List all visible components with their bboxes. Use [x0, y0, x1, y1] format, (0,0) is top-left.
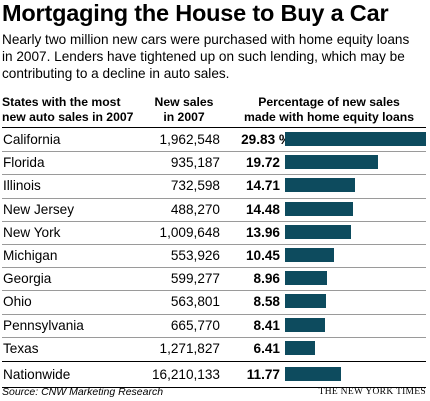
- table-row: California 1,962,548 29.83 %: [0, 128, 430, 151]
- nationwide-divider: [2, 361, 426, 362]
- column-header-percentage-line1: Percentage of new sales: [258, 95, 400, 109]
- percentage-bar: [285, 224, 351, 239]
- new-sales-value: 488,270: [170, 201, 220, 217]
- percentage-bar: [285, 201, 354, 216]
- chart-title: Mortgaging the House to Buy a Car: [2, 0, 389, 26]
- percentage-bar: [285, 178, 355, 193]
- table-row: Michigan 553,926 10.45: [0, 244, 430, 267]
- footer-rule: [2, 387, 426, 389]
- percentage-label: 19.72: [245, 155, 280, 171]
- table-row: New York 1,009,648 13.96: [0, 221, 430, 244]
- percentage-label: 10.45: [245, 248, 280, 263]
- new-sales-value: 935,187: [170, 155, 220, 171]
- state-label: Nationwide: [3, 367, 71, 382]
- new-sales-value: 665,770: [170, 317, 220, 333]
- state-label: Pennsylvania: [3, 317, 84, 333]
- row-divider: [2, 336, 426, 338]
- percentage-bar: [285, 367, 341, 381]
- state-label: New York: [3, 224, 61, 240]
- state-label: California: [3, 132, 61, 147]
- column-header-sales: New sales in 2007: [150, 95, 218, 125]
- percentage-bar: [285, 317, 325, 332]
- row-divider: [2, 244, 426, 245]
- new-sales-value: 16,210,133: [151, 367, 220, 382]
- credit-line: THE NEW YORK TIMES: [318, 387, 426, 397]
- state-label: Michigan: [3, 248, 58, 263]
- row-divider: [2, 313, 426, 315]
- percentage-bar: [285, 294, 326, 309]
- percentage-bar: [285, 248, 335, 262]
- percentage-label: 8.58: [253, 294, 280, 310]
- table-row: New Jersey 488,270 14.48: [0, 198, 430, 221]
- percentage-label: 8.96: [253, 271, 280, 287]
- row-divider: [2, 174, 426, 176]
- percentage-label: 11.77: [246, 367, 280, 382]
- new-sales-value: 553,926: [170, 248, 220, 263]
- column-header-sales-line1: New sales: [154, 95, 214, 109]
- row-divider: [2, 197, 426, 199]
- source-note: Source: CNW Marketing Research: [2, 386, 164, 398]
- percentage-bar: [285, 155, 379, 170]
- percentage-label: 14.48: [245, 201, 280, 217]
- row-divider: [2, 290, 426, 292]
- new-sales-value: 1,271,827: [159, 340, 220, 356]
- percentage-bar: [285, 132, 426, 146]
- percentage-label: 14.71: [245, 178, 280, 194]
- percentage-label: 29.83 %: [241, 132, 291, 147]
- row-divider: [2, 151, 426, 153]
- column-header-states-line2: new auto sales in 2007: [2, 110, 134, 124]
- table-row: Texas 1,271,827 6.41: [0, 337, 430, 360]
- percentage-bar: [285, 271, 328, 286]
- percentage-label: 13.96: [245, 224, 280, 240]
- new-sales-value: 563,801: [170, 294, 220, 310]
- new-sales-value: 1,009,648: [159, 224, 220, 240]
- state-label: New Jersey: [3, 201, 75, 217]
- column-header-sales-line2: in 2007: [163, 110, 205, 124]
- column-header-percentage-line2: made with home equity loans: [244, 110, 414, 124]
- column-header-states-line1: States with the most: [2, 95, 121, 109]
- percentage-label: 6.41: [253, 340, 280, 356]
- new-sales-value: 732,598: [170, 178, 220, 194]
- table-row: Nationwide 16,210,133 11.77: [0, 363, 430, 386]
- row-divider: [2, 267, 426, 269]
- state-label: Florida: [3, 155, 45, 171]
- chart-intro: Nearly two million new cars were purchas…: [2, 32, 410, 81]
- header-rule: [2, 127, 426, 128]
- table-row: Georgia 599,277 8.96: [0, 267, 430, 290]
- state-label: Georgia: [3, 271, 52, 287]
- row-divider: [2, 220, 426, 222]
- percentage-bar: [285, 340, 316, 355]
- new-sales-value: 599,277: [170, 271, 220, 287]
- state-label: Ohio: [3, 294, 32, 310]
- table-row: Ohio 563,801 8.58: [0, 290, 430, 313]
- state-label: Illinois: [3, 178, 41, 194]
- table-row: Pennsylvania 665,770 8.41: [0, 314, 430, 337]
- table-row: Illinois 732,598 14.71: [0, 174, 430, 197]
- table-row: Florida 935,187 19.72: [0, 151, 430, 174]
- column-header-states: States with the most new auto sales in 2…: [2, 95, 133, 125]
- new-sales-value: 1,962,548: [159, 132, 220, 147]
- state-label: Texas: [3, 340, 39, 356]
- percentage-label: 8.41: [253, 317, 280, 333]
- column-header-percentage: Percentage of new sales made with home e…: [244, 95, 414, 125]
